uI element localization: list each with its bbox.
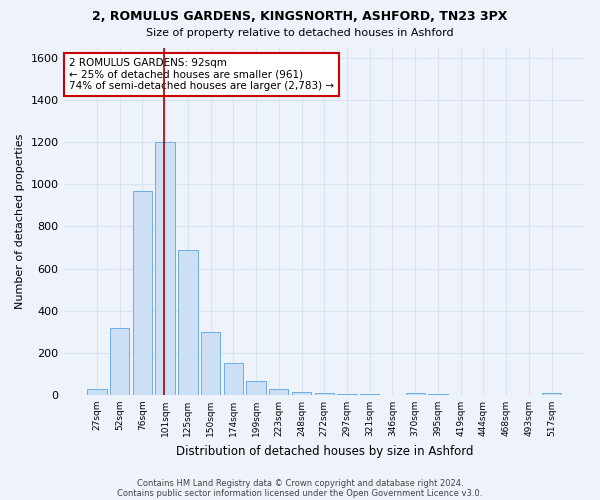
Bar [178,250,197,395]
Bar [155,142,175,395]
Text: 2 ROMULUS GARDENS: 92sqm
← 25% of detached houses are smaller (961)
74% of semi-: 2 ROMULUS GARDENS: 92sqm ← 25% of detach… [69,58,334,91]
Bar [542,393,561,395]
Bar [428,394,448,395]
Bar [247,381,266,395]
Bar [87,388,107,395]
Bar [224,364,243,395]
Text: Size of property relative to detached houses in Ashford: Size of property relative to detached ho… [146,28,454,38]
Bar [337,394,356,395]
Bar [406,393,425,395]
Bar [360,394,379,395]
Bar [201,332,220,395]
Y-axis label: Number of detached properties: Number of detached properties [15,134,25,309]
Bar [314,393,334,395]
Text: Contains public sector information licensed under the Open Government Licence v3: Contains public sector information licen… [118,488,482,498]
Bar [292,392,311,395]
X-axis label: Distribution of detached houses by size in Ashford: Distribution of detached houses by size … [176,444,473,458]
Bar [133,190,152,395]
Text: 2, ROMULUS GARDENS, KINGSNORTH, ASHFORD, TN23 3PX: 2, ROMULUS GARDENS, KINGSNORTH, ASHFORD,… [92,10,508,23]
Bar [110,328,130,395]
Bar [269,389,289,395]
Text: Contains HM Land Registry data © Crown copyright and database right 2024.: Contains HM Land Registry data © Crown c… [137,478,463,488]
